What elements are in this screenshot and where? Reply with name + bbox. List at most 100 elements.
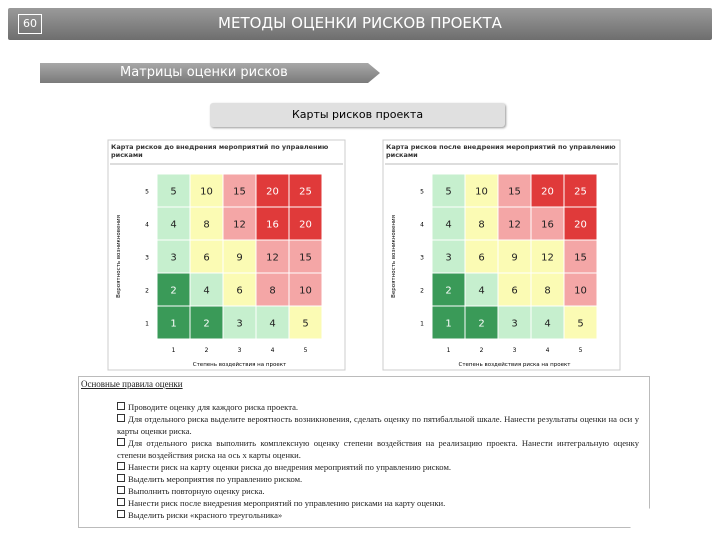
cell-value: 4 xyxy=(478,286,484,297)
x-tick-label: 5 xyxy=(579,347,583,354)
y-tick-label: 4 xyxy=(145,222,149,229)
matrix-cell xyxy=(431,206,466,241)
matrix-cell xyxy=(563,239,598,274)
cell-value: 5 xyxy=(170,187,176,198)
matrix-cell xyxy=(431,272,466,307)
cell-value: 1 xyxy=(445,319,451,330)
rule-item: Для отдельного риска выделите вероятност… xyxy=(117,414,639,436)
cell-value: 25 xyxy=(574,187,587,198)
cell-value: 12 xyxy=(508,220,521,231)
y-tick-label: 4 xyxy=(420,222,424,229)
matrix-cell xyxy=(497,173,532,208)
rules-list: Проводите оценку для каждого риска проек… xyxy=(79,401,649,521)
cell-value: 20 xyxy=(266,187,279,198)
matrix-cell xyxy=(222,173,257,208)
y-tick-label: 2 xyxy=(420,288,424,295)
y-tick-label: 3 xyxy=(145,255,149,262)
matrix-cell xyxy=(530,305,565,340)
x-axis-label: Степень воздействия на проект xyxy=(193,361,287,368)
x-tick-label: 3 xyxy=(513,347,517,354)
cell-value: 20 xyxy=(541,187,554,198)
cell-value: 6 xyxy=(478,253,484,264)
cell-value: 12 xyxy=(541,253,554,264)
cell-value: 16 xyxy=(266,220,279,231)
cell-value: 2 xyxy=(203,319,209,330)
matrix-cell xyxy=(189,206,224,241)
rule-item: Нанести риск на карту оценки риска до вн… xyxy=(117,461,639,473)
cell-value: 4 xyxy=(269,319,275,330)
cell-value: 2 xyxy=(170,286,176,297)
matrix-cell xyxy=(464,239,499,274)
matrix-title: Карта рисков до внедрения мероприятий по… xyxy=(111,143,329,159)
cell-value: 5 xyxy=(577,319,583,330)
y-tick-label: 2 xyxy=(145,288,149,295)
cell-value: 3 xyxy=(170,253,176,264)
matrix-cell xyxy=(222,239,257,274)
cell-value: 9 xyxy=(511,253,517,264)
x-tick-label: 1 xyxy=(447,347,451,354)
subtitle: Карты рисков проекта xyxy=(210,103,505,127)
matrix-title: Карта рисков после внедрения мероприятий… xyxy=(386,143,616,159)
matrix-cell xyxy=(255,173,290,208)
y-tick-label: 1 xyxy=(420,321,424,328)
matrix-cell xyxy=(464,206,499,241)
cell-value: 3 xyxy=(445,253,451,264)
cell-value: 2 xyxy=(478,319,484,330)
cell-value: 9 xyxy=(236,253,242,264)
matrix-cell xyxy=(222,305,257,340)
matrix-cell xyxy=(563,173,598,208)
matrix-cell xyxy=(255,272,290,307)
x-tick-label: 4 xyxy=(271,347,275,354)
rule-item: Выполнить повторную оценку риска. xyxy=(117,485,639,497)
rule-item: Выделить мероприятия по управлению риско… xyxy=(117,473,639,485)
cell-value: 15 xyxy=(299,253,312,264)
cell-value: 1 xyxy=(170,319,176,330)
matrix-title-line: Карта рисков до внедрения мероприятий по… xyxy=(111,143,329,151)
section-title: Матрицы оценки рисков xyxy=(120,65,288,80)
cell-value: 5 xyxy=(445,187,451,198)
cell-value: 8 xyxy=(203,220,209,231)
matrix-cell xyxy=(530,173,565,208)
cell-value: 6 xyxy=(236,286,242,297)
y-axis-label: Вероятность возникновения xyxy=(391,215,397,298)
cell-value: 2 xyxy=(445,286,451,297)
header-bar xyxy=(8,8,712,40)
y-tick-label: 5 xyxy=(420,189,424,196)
matrix-cell xyxy=(431,239,466,274)
cell-value: 16 xyxy=(541,220,554,231)
cell-value: 4 xyxy=(544,319,550,330)
cell-value: 12 xyxy=(266,253,279,264)
matrix-title-line: рисками xyxy=(111,151,143,159)
rule-item: Нанести риск после внедрения мероприятий… xyxy=(117,497,639,509)
cell-value: 12 xyxy=(233,220,246,231)
cell-value: 15 xyxy=(233,187,246,198)
matrix-cell xyxy=(431,305,466,340)
cell-value: 10 xyxy=(200,187,213,198)
cell-value: 20 xyxy=(574,220,587,231)
x-axis-label: Степень воздействия риска на проект xyxy=(459,361,572,368)
cell-value: 4 xyxy=(445,220,451,231)
x-tick-label: 3 xyxy=(238,347,242,354)
cell-value: 4 xyxy=(203,286,209,297)
y-tick-label: 5 xyxy=(145,189,149,196)
matrix-cell xyxy=(156,272,191,307)
rule-item: Для отдельного риска выполнить комплексн… xyxy=(117,438,639,460)
x-tick-label: 2 xyxy=(205,347,209,354)
matrix-cell xyxy=(288,272,323,307)
page-number: 60 xyxy=(18,14,42,34)
y-tick-label: 1 xyxy=(145,321,149,328)
cell-value: 10 xyxy=(574,286,587,297)
x-tick-label: 2 xyxy=(480,347,484,354)
cell-value: 6 xyxy=(203,253,209,264)
matrix-cell xyxy=(156,206,191,241)
matrix-cell xyxy=(222,206,257,241)
cell-value: 6 xyxy=(511,286,517,297)
y-tick-label: 3 xyxy=(420,255,424,262)
x-tick-label: 4 xyxy=(546,347,550,354)
matrix-cell xyxy=(497,272,532,307)
matrix-cell xyxy=(563,305,598,340)
matrix-cell xyxy=(497,305,532,340)
matrix-cell xyxy=(563,272,598,307)
